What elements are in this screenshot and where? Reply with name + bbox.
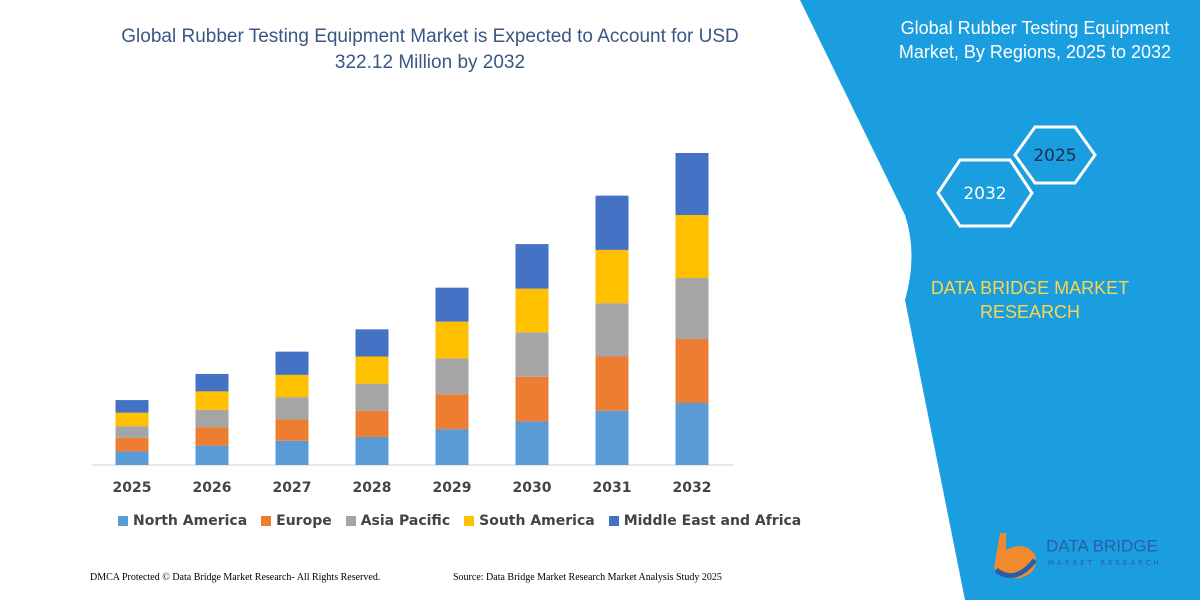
bar-segment (275, 374, 309, 398)
bar-segment (675, 339, 709, 403)
bar-segment (115, 437, 149, 452)
legend-label: North America (133, 513, 248, 529)
bar-segment (515, 244, 549, 289)
bar-segment (595, 356, 629, 411)
legend-label: Asia Pacific (360, 513, 451, 529)
logo-tagline: MARKET RESEARCH (1048, 559, 1162, 567)
bar-segment (675, 277, 709, 340)
legend-label: South America (479, 513, 595, 529)
bar-segment (355, 329, 389, 357)
bar-segment (195, 445, 229, 465)
legend-item: South America (464, 513, 595, 529)
bar-segment (515, 421, 549, 465)
legend-label: Europe (276, 513, 332, 529)
bar-segment (195, 427, 229, 446)
legend-swatch (261, 516, 272, 526)
bar-segment (435, 358, 469, 395)
bar-segment (675, 153, 709, 216)
bar-segment (355, 410, 389, 437)
bar-segment (355, 356, 389, 384)
bar-segment (115, 400, 149, 413)
legend-item: North America (118, 513, 247, 529)
bar-segment (115, 426, 149, 438)
bar-segment (355, 436, 389, 465)
bar-segment (275, 419, 309, 441)
legend-swatch (464, 516, 475, 526)
logo-swoosh (994, 558, 1037, 579)
bar-segment (195, 373, 229, 392)
bar-segment (595, 303, 629, 357)
footer-left: DMCA Protected © Data Bridge Market Rese… (90, 572, 381, 583)
x-tick-label: 2032 (673, 480, 712, 496)
bar-segment (595, 249, 629, 304)
bar-segment (675, 215, 709, 278)
bar-segment (195, 409, 229, 428)
legend-item: Asia Pacific (345, 513, 451, 529)
side-panel (800, 0, 1200, 600)
legend-item: Middle East and Africa (608, 513, 802, 529)
bar-segment (275, 397, 309, 420)
bar-segment (275, 351, 309, 375)
bar-segment (435, 321, 469, 359)
bar-segment (595, 410, 629, 465)
hexagon-label: 2025 (1033, 146, 1076, 166)
bar-segment (435, 394, 469, 430)
x-tick-label: 2025 (113, 480, 152, 496)
x-tick-label: 2027 (273, 480, 312, 496)
x-tick-label: 2031 (593, 480, 632, 496)
hexagon (1013, 125, 1097, 185)
bar-segment (515, 288, 549, 333)
legend-swatch (118, 516, 128, 526)
legend-label: Middle East and Africa (623, 513, 802, 529)
bar-segment (115, 412, 149, 427)
x-tick-label: 2028 (353, 480, 392, 496)
bar-segment (595, 195, 629, 250)
bar-segment (355, 383, 389, 411)
bar-segment (275, 440, 309, 465)
legend-item: Europe (261, 513, 332, 529)
x-tick-label: 2030 (513, 480, 552, 496)
bar-segment (195, 391, 229, 410)
legend-swatch (345, 516, 356, 526)
panel-title: Global Rubber Testing Equipment Market, … (898, 18, 1172, 62)
chart-title: Global Rubber Testing Equipment Market i… (121, 26, 739, 73)
bar-segment (435, 287, 469, 322)
bar-segment (675, 402, 709, 465)
bar-segment (515, 332, 549, 377)
bar-segment (435, 429, 469, 465)
legend: North America Europe Asia Pacific South Ame… (118, 513, 801, 529)
brand: DATA BRIDGE MARKET RESEARCH (930, 278, 1130, 322)
x-tick-label: 2029 (433, 480, 472, 496)
bar-segment (515, 376, 549, 422)
hexagon (936, 158, 1034, 228)
bar-segment (115, 451, 149, 465)
hexagon-label: 2032 (963, 184, 1006, 204)
footer-right: Source: Data Bridge Market Research Mark… (453, 572, 722, 583)
logo-name: DATA BRIDGE (1046, 536, 1158, 555)
legend-swatch (608, 516, 619, 526)
x-tick-label: 2026 (193, 480, 232, 496)
